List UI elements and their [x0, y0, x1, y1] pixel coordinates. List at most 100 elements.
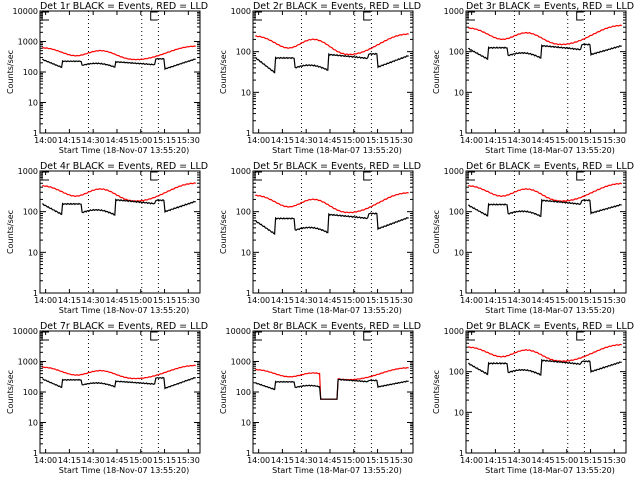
x-tick-label: 14:15 [58, 136, 81, 145]
y-tick-label: 1 [246, 289, 251, 298]
x-tick-label: 14:30 [295, 296, 318, 305]
x-tick-label: 14:45 [318, 456, 341, 465]
y-tick-label: 10 [454, 408, 464, 417]
x-axis-label: Start Time (18-Nov-07 13:55:20) [59, 146, 189, 155]
x-tick-label: 14:30 [82, 456, 105, 465]
x-axis-label: Start Time (18-Mar-07 13:55:20) [272, 466, 402, 475]
plot-frame [39, 10, 201, 134]
bracket-marker [41, 11, 49, 21]
y-tick-label: 100 [449, 208, 464, 217]
y-tick-label: 10 [454, 88, 464, 97]
y-tick-label: 1 [459, 449, 464, 458]
y-tick-label: 100 [449, 48, 464, 57]
chart-title: Det 7r BLACK = Events, RED = LLD [40, 321, 208, 332]
x-tick-label: 15:15 [579, 456, 602, 465]
plot-frame [39, 330, 201, 454]
x-axis-label: Start Time (18-Mar-07 13:55:20) [485, 306, 615, 315]
x-tick-label: 15:00 [342, 136, 365, 145]
y-tick-label: 1000 [231, 7, 251, 16]
x-tick-label: 15:00 [129, 456, 152, 465]
x-tick-label: 15:15 [579, 136, 602, 145]
series-line-events [254, 52, 409, 74]
y-tick-label: 100 [236, 208, 251, 217]
series-line-events [255, 378, 409, 400]
series-line-events [42, 57, 196, 71]
plot-frame [252, 10, 414, 134]
series-line-lld [468, 24, 622, 46]
plot-frame [465, 10, 627, 134]
y-tick-label: 1 [246, 449, 251, 458]
x-tick-label: 15:00 [129, 136, 152, 145]
panel-det-2: Det 2r BLACK = Events, RED = LLD 1 10 100 10… [219, 1, 421, 155]
series-line-lld [255, 366, 409, 400]
y-tick-label: 100 [23, 388, 38, 397]
y-tick-label: 1000 [444, 167, 464, 176]
panel-det-6: Det 6r BLACK = Events, RED = LLD 1 10 100 10… [432, 161, 634, 315]
chart-title: Det 4r BLACK = Events, RED = LLD [40, 161, 208, 172]
x-tick-label: 14:30 [508, 456, 531, 465]
x-tick-label: 15:30 [390, 136, 413, 145]
y-tick-label: 10000 [13, 327, 38, 336]
bracket-marker [467, 171, 475, 181]
panel-det-4: Det 4r BLACK = Events, RED = LLD 1 10 100 10… [6, 161, 208, 315]
series-line-events [468, 43, 622, 60]
x-tick-label: 14:15 [484, 136, 507, 145]
x-tick-label: 15:30 [603, 136, 626, 145]
bracket-marker [363, 331, 371, 341]
y-tick-label: 1000 [18, 358, 38, 367]
y-tick-label: 100 [449, 368, 464, 377]
y-tick-label: 10000 [13, 7, 38, 16]
x-tick-label: 14:30 [295, 456, 318, 465]
y-tick-label: 1 [459, 289, 464, 298]
series-line-lld [42, 364, 196, 380]
series-line-lld [468, 182, 622, 202]
x-tick-label: 14:00 [247, 136, 270, 145]
panel-det-5: Det 5r BLACK = Events, RED = LLD 1 10 100 10… [219, 161, 421, 315]
y-axis-label: Counts/sec [219, 370, 228, 414]
x-tick-label: 14:15 [484, 456, 507, 465]
x-tick-label: 14:15 [484, 296, 507, 305]
x-tick-label: 15:30 [177, 296, 200, 305]
bracket-marker [467, 331, 475, 341]
x-tick-label: 15:15 [579, 296, 602, 305]
x-tick-label: 14:00 [460, 136, 483, 145]
x-tick-label: 15:00 [129, 296, 152, 305]
x-tick-label: 15:00 [555, 456, 578, 465]
bracket-marker [150, 331, 158, 341]
y-axis-label: Counts/sec [432, 370, 441, 414]
bracket-marker [363, 11, 371, 21]
x-tick-label: 15:30 [603, 456, 626, 465]
x-tick-label: 15:00 [342, 456, 365, 465]
y-tick-label: 1 [459, 129, 464, 138]
x-tick-label: 14:00 [34, 456, 57, 465]
series-line-events [255, 212, 409, 236]
x-axis-label: Start Time (18-Mar-07 13:55:20) [272, 146, 402, 155]
series-line-lld [255, 33, 409, 56]
x-tick-label: 15:30 [177, 136, 200, 145]
y-tick-label: 100 [23, 68, 38, 77]
bracket-marker [363, 171, 371, 181]
panel-det-1: Det 1r BLACK = Events, RED = LLD 1 10 100 10… [6, 1, 208, 155]
y-tick-label: 10000 [226, 327, 251, 336]
x-tick-label: 14:15 [271, 456, 294, 465]
chart-title: Det 1r BLACK = Events, RED = LLD [40, 1, 208, 12]
y-tick-label: 10 [28, 419, 38, 428]
x-tick-label: 14:15 [58, 296, 81, 305]
series-line-events [42, 198, 196, 216]
x-tick-label: 14:30 [508, 296, 531, 305]
chart-title: Det 8r BLACK = Events, RED = LLD [253, 321, 421, 332]
y-tick-label: 1000 [444, 7, 464, 16]
y-tick-label: 1000 [231, 167, 251, 176]
x-axis-label: Start Time (18-Nov-07 13:55:20) [59, 306, 189, 315]
plot-frame [465, 330, 627, 454]
x-axis-label: Start Time (18-Nov-07 13:55:20) [59, 466, 189, 475]
x-tick-label: 15:15 [153, 296, 176, 305]
series-line-events [468, 198, 622, 217]
x-tick-label: 14:45 [531, 456, 554, 465]
bracket-marker [254, 331, 262, 341]
chart-title: Det 2r BLACK = Events, RED = LLD [253, 1, 421, 12]
x-tick-label: 15:00 [555, 136, 578, 145]
y-tick-label: 1000 [18, 167, 38, 176]
series-line-events [42, 376, 196, 390]
panel-det-9: Det 9r BLACK = Events, RED = LLD 1 10 100 10… [432, 321, 634, 475]
